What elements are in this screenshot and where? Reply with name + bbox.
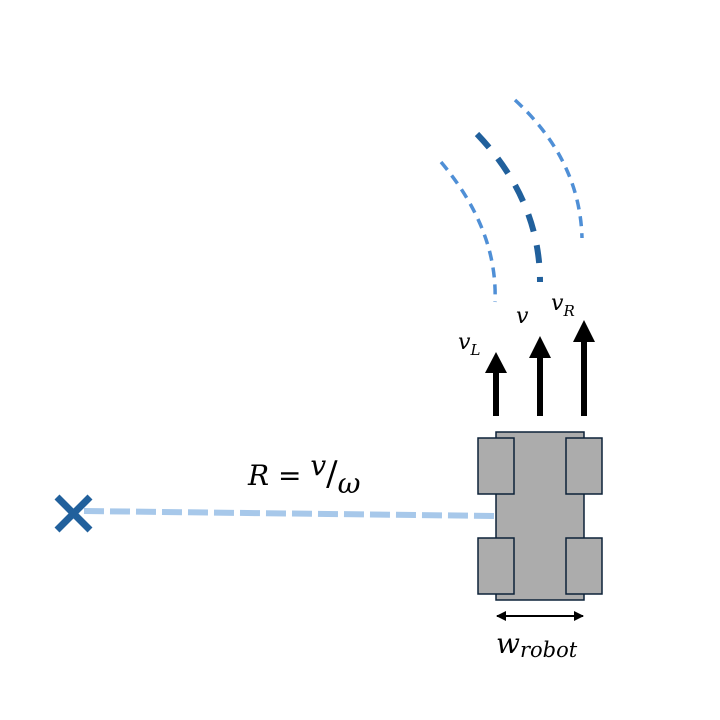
radius-formula: R = v/ω xyxy=(247,449,361,500)
left-velocity-label: vL xyxy=(458,330,480,359)
left-velocity-arrow xyxy=(485,352,507,416)
wheel-rear-right xyxy=(565,537,603,595)
x-mark-icon xyxy=(54,494,93,533)
center-arc xyxy=(474,131,543,283)
right-velocity-arrow xyxy=(573,320,595,416)
center-velocity-arrow xyxy=(529,336,551,416)
right-velocity-label: vR xyxy=(551,291,575,320)
wheel-rear-left xyxy=(477,537,515,595)
robot-width-label: wrobot xyxy=(496,627,578,662)
left-wheel-arc xyxy=(439,160,497,303)
robot xyxy=(477,431,603,601)
center-velocity-label: v xyxy=(516,304,529,329)
wheel-front-left xyxy=(477,437,515,495)
wheel-front-right xyxy=(565,437,603,495)
turning-radius-line xyxy=(83,508,497,519)
right-wheel-arc xyxy=(513,98,584,239)
